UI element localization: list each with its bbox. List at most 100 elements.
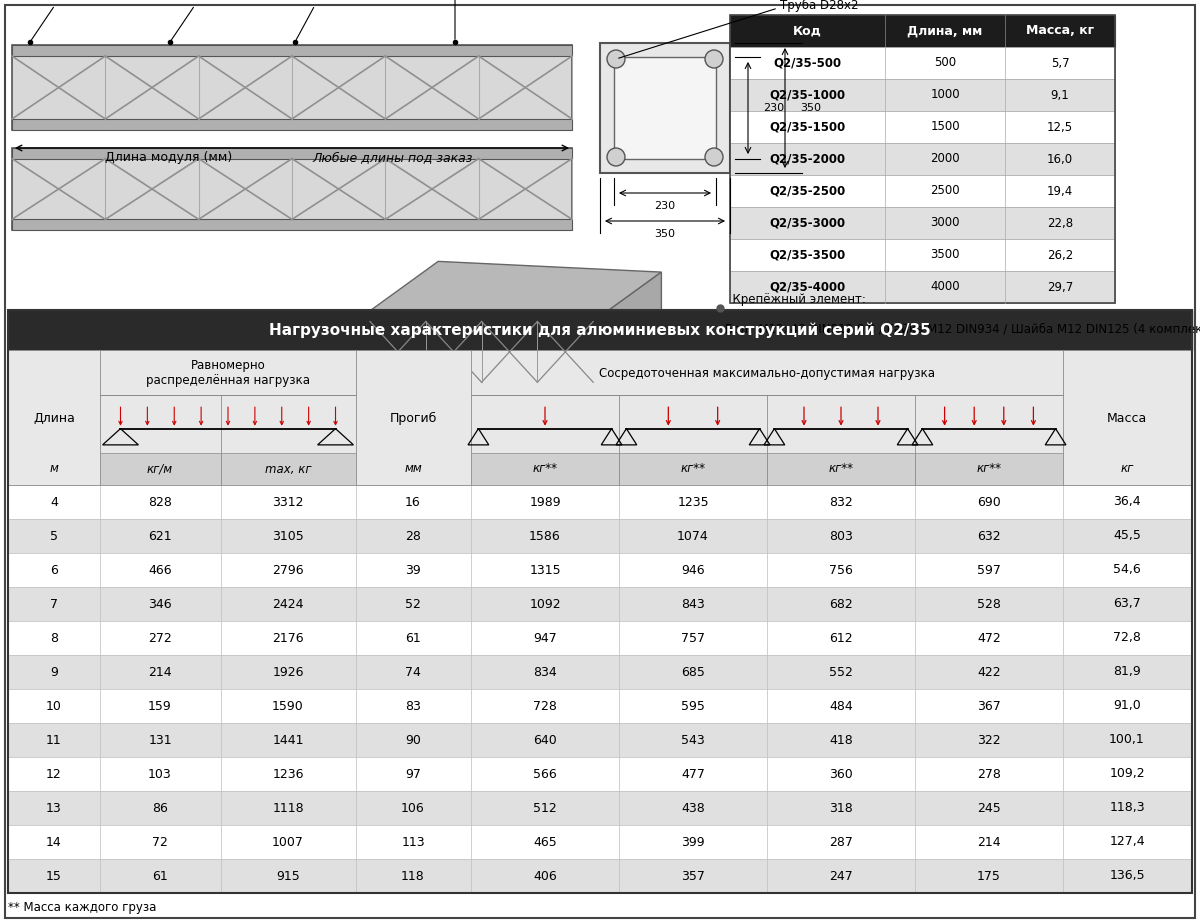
Bar (619, 723, 767, 757)
Bar (221, 587, 356, 621)
Bar (356, 519, 470, 553)
Bar (470, 350, 619, 485)
Text: 230: 230 (654, 201, 676, 211)
Bar (100, 553, 221, 587)
Bar (100, 723, 221, 757)
Bar (356, 621, 470, 655)
Text: Масса: Масса (1106, 412, 1147, 425)
Text: 136,5: 136,5 (1109, 869, 1145, 882)
Text: 272: 272 (148, 631, 172, 644)
Text: 357: 357 (682, 869, 704, 882)
Bar (100, 485, 221, 519)
Text: 91,0: 91,0 (1114, 700, 1141, 713)
Text: 399: 399 (682, 835, 704, 848)
Bar (12, 45, 572, 56)
Bar (356, 757, 470, 791)
Bar (356, 825, 470, 859)
Text: 10: 10 (46, 700, 62, 713)
Text: 278: 278 (977, 768, 1001, 781)
Text: 61: 61 (152, 869, 168, 882)
Text: Q2/35-2500: Q2/35-2500 (769, 185, 845, 198)
Text: 322: 322 (977, 734, 1001, 747)
Text: 947: 947 (533, 631, 557, 644)
Bar (8, 825, 100, 859)
Text: кг**: кг** (828, 462, 853, 475)
Text: 690: 690 (977, 496, 1001, 509)
Bar (916, 791, 1063, 825)
Bar (1063, 453, 1192, 485)
Text: 3000: 3000 (930, 217, 960, 230)
Bar (356, 485, 470, 519)
Bar (12, 119, 572, 130)
Bar (470, 825, 619, 859)
Text: Код: Код (792, 25, 822, 38)
Text: Q2/35-1000: Q2/35-1000 (769, 89, 845, 102)
Text: 2000: 2000 (930, 152, 960, 165)
Bar (619, 519, 767, 553)
Bar (730, 207, 1115, 239)
Bar (100, 621, 221, 655)
Bar (356, 859, 470, 893)
Bar (8, 723, 100, 757)
Text: 103: 103 (148, 768, 172, 781)
Bar (8, 757, 100, 791)
Text: 466: 466 (148, 564, 172, 577)
Bar (1063, 655, 1192, 689)
Bar (8, 350, 100, 485)
Text: 757: 757 (682, 631, 706, 644)
Bar (619, 859, 767, 893)
Bar (356, 587, 470, 621)
Bar (100, 825, 221, 859)
Bar (730, 143, 1115, 175)
Bar (356, 655, 470, 689)
Bar (356, 553, 470, 587)
Bar (730, 111, 1115, 143)
Text: max, кг: max, кг (265, 462, 311, 475)
Bar (916, 587, 1063, 621)
Text: 4: 4 (50, 496, 58, 509)
Bar (470, 621, 619, 655)
Bar (221, 689, 356, 723)
Text: Крепёжный элемент:: Крепёжный элемент: (725, 293, 866, 306)
Bar (8, 310, 1192, 350)
Bar (916, 350, 1063, 485)
Bar (8, 453, 100, 485)
Bar (221, 519, 356, 553)
Bar (767, 519, 916, 553)
Text: Труба D28x2: Труба D28x2 (780, 0, 858, 12)
Bar (619, 350, 767, 485)
Bar (767, 757, 916, 791)
Bar (221, 655, 356, 689)
Text: 97: 97 (406, 768, 421, 781)
Bar (470, 350, 1063, 395)
Bar (8, 655, 100, 689)
Text: 1590: 1590 (272, 700, 304, 713)
Text: 682: 682 (829, 597, 853, 610)
Text: 3312: 3312 (272, 496, 304, 509)
Bar (356, 689, 470, 723)
Text: 597: 597 (977, 564, 1001, 577)
Bar (619, 587, 767, 621)
Text: 127,4: 127,4 (1109, 835, 1145, 848)
Bar (767, 859, 916, 893)
Text: 26,2: 26,2 (1046, 248, 1073, 261)
Bar (916, 859, 1063, 893)
Text: 109,2: 109,2 (1109, 768, 1145, 781)
Polygon shape (370, 311, 593, 393)
Bar (619, 825, 767, 859)
Bar (767, 723, 916, 757)
Text: 106: 106 (401, 801, 425, 814)
Bar (470, 859, 619, 893)
Text: Q2/35-4000: Q2/35-4000 (769, 281, 845, 294)
Text: 4000: 4000 (930, 281, 960, 294)
Bar (767, 485, 916, 519)
Bar (916, 655, 1063, 689)
Bar (12, 220, 572, 230)
Text: 640: 640 (533, 734, 557, 747)
Text: 113: 113 (401, 835, 425, 848)
Bar (767, 587, 916, 621)
Bar (12, 148, 572, 230)
Bar (614, 57, 716, 159)
Bar (100, 859, 221, 893)
Text: 52: 52 (406, 597, 421, 610)
